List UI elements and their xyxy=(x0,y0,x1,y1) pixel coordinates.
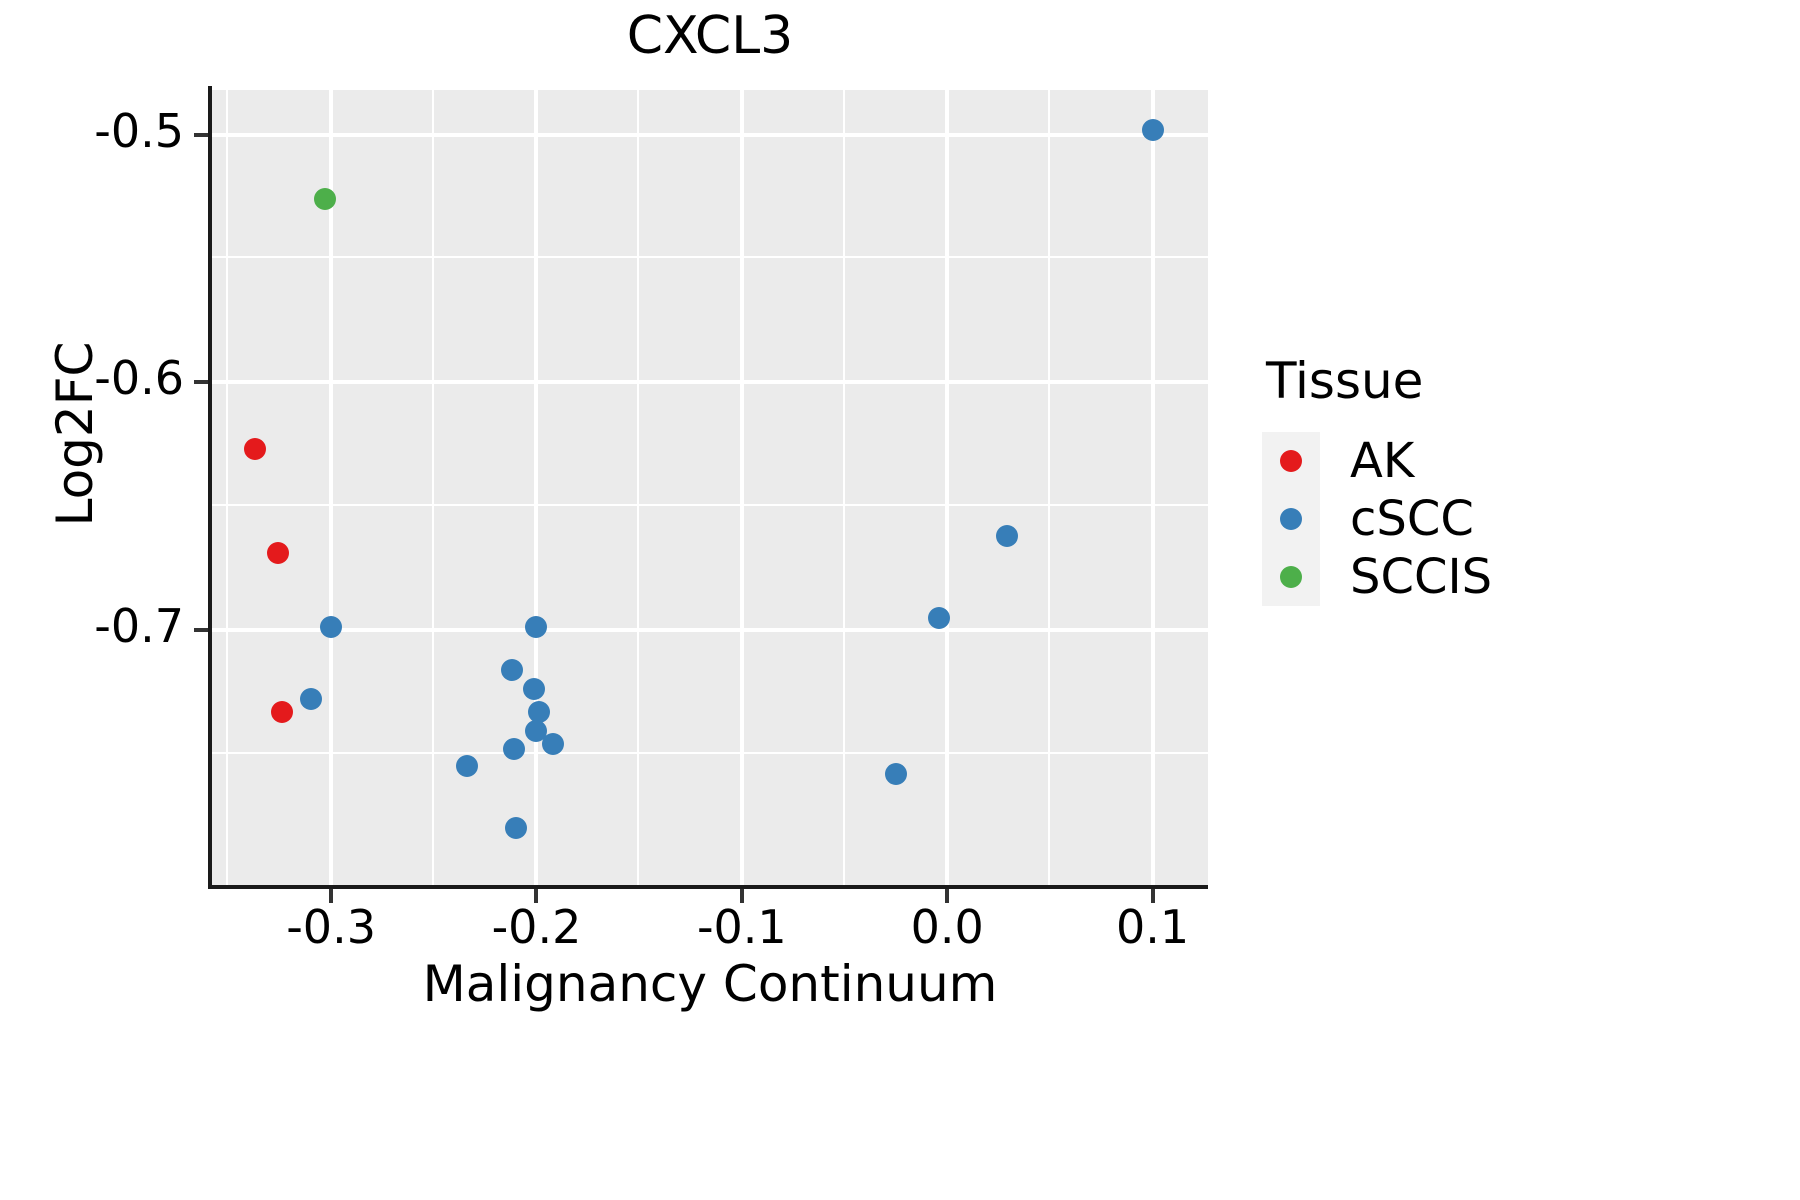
data-point-cscc xyxy=(523,678,546,701)
data-point-cscc xyxy=(500,658,523,681)
data-point-cscc xyxy=(927,606,950,629)
legend-item-label: cSCC xyxy=(1350,491,1474,547)
gridline-vertical xyxy=(842,90,845,885)
plot-panel xyxy=(212,90,1208,885)
gridline-vertical xyxy=(534,90,539,885)
x-tick-label: -0.3 xyxy=(286,900,376,954)
x-tick-mark xyxy=(329,889,334,903)
gridline-horizontal xyxy=(212,256,1208,259)
data-point-cscc xyxy=(995,524,1018,547)
y-axis-line xyxy=(208,86,212,889)
data-point-cscc xyxy=(527,700,550,723)
data-point-cscc xyxy=(455,755,478,778)
data-point-cscc xyxy=(320,616,343,639)
legend-dot-icon xyxy=(1280,508,1302,530)
data-point-cscc xyxy=(504,817,527,840)
x-tick-label: -0.1 xyxy=(696,900,787,954)
x-tick-label: 0.1 xyxy=(1115,900,1190,954)
gridline-vertical xyxy=(945,90,950,885)
legend-item-label: AK xyxy=(1350,433,1415,489)
gridline-vertical xyxy=(739,90,744,885)
y-tick-mark xyxy=(194,380,208,385)
x-tick-mark xyxy=(1150,889,1155,903)
data-point-cscc xyxy=(525,720,548,743)
gridline-horizontal xyxy=(212,751,1208,754)
x-axis-title: Malignancy Continuum xyxy=(422,955,998,1013)
y-tick-label: -0.5 xyxy=(94,103,184,158)
x-tick-mark xyxy=(739,889,744,903)
legend-item-sccis[interactable]: SCCIS xyxy=(1262,548,1592,606)
gridline-vertical xyxy=(1047,90,1050,885)
legend-dot-icon xyxy=(1280,566,1302,588)
gridline-vertical xyxy=(431,90,434,885)
x-tick-mark xyxy=(534,889,539,903)
data-point-cscc xyxy=(299,688,322,711)
x-tick-label: -0.2 xyxy=(491,900,582,954)
y-axis-title: Log2FC xyxy=(46,341,104,527)
y-tick-mark xyxy=(194,132,208,137)
gridline-horizontal xyxy=(212,132,1208,137)
y-tick-label: -0.7 xyxy=(94,598,184,653)
y-tick-mark xyxy=(194,627,208,632)
legend-key-swatch xyxy=(1262,432,1320,490)
data-point-ak xyxy=(266,542,289,565)
gridline-horizontal xyxy=(212,380,1208,385)
x-tick-mark xyxy=(945,889,950,903)
gridline-vertical xyxy=(329,90,334,885)
gridline-horizontal xyxy=(212,627,1208,632)
legend-item-cscc[interactable]: cSCC xyxy=(1262,490,1592,548)
x-tick-label: 0.0 xyxy=(910,900,984,954)
legend: Tissue AK cSCC SCCIS xyxy=(1262,352,1592,606)
gridline-horizontal xyxy=(212,504,1208,507)
legend-dot-icon xyxy=(1280,450,1302,472)
data-point-cscc xyxy=(1141,118,1164,141)
x-axis-line xyxy=(208,885,1208,889)
legend-title: Tissue xyxy=(1266,352,1424,410)
gridline-vertical xyxy=(637,90,640,885)
data-point-ak xyxy=(270,700,293,723)
gridline-vertical xyxy=(226,90,229,885)
data-point-cscc xyxy=(525,616,548,639)
legend-item-label: SCCIS xyxy=(1350,549,1493,605)
legend-items: AK cSCC SCCIS xyxy=(1262,432,1592,606)
data-point-cscc xyxy=(884,762,907,785)
legend-item-ak[interactable]: AK xyxy=(1262,432,1592,490)
data-point-ak xyxy=(244,438,267,461)
legend-key-swatch xyxy=(1262,490,1320,548)
data-point-cscc xyxy=(502,737,525,760)
data-point-cscc xyxy=(541,732,564,755)
y-tick-label: -0.6 xyxy=(94,351,184,406)
gridline-vertical xyxy=(1150,90,1155,885)
data-point-sccis xyxy=(313,187,336,210)
chart-title: CXCL3 xyxy=(626,6,794,66)
legend-key-swatch xyxy=(1262,548,1320,606)
